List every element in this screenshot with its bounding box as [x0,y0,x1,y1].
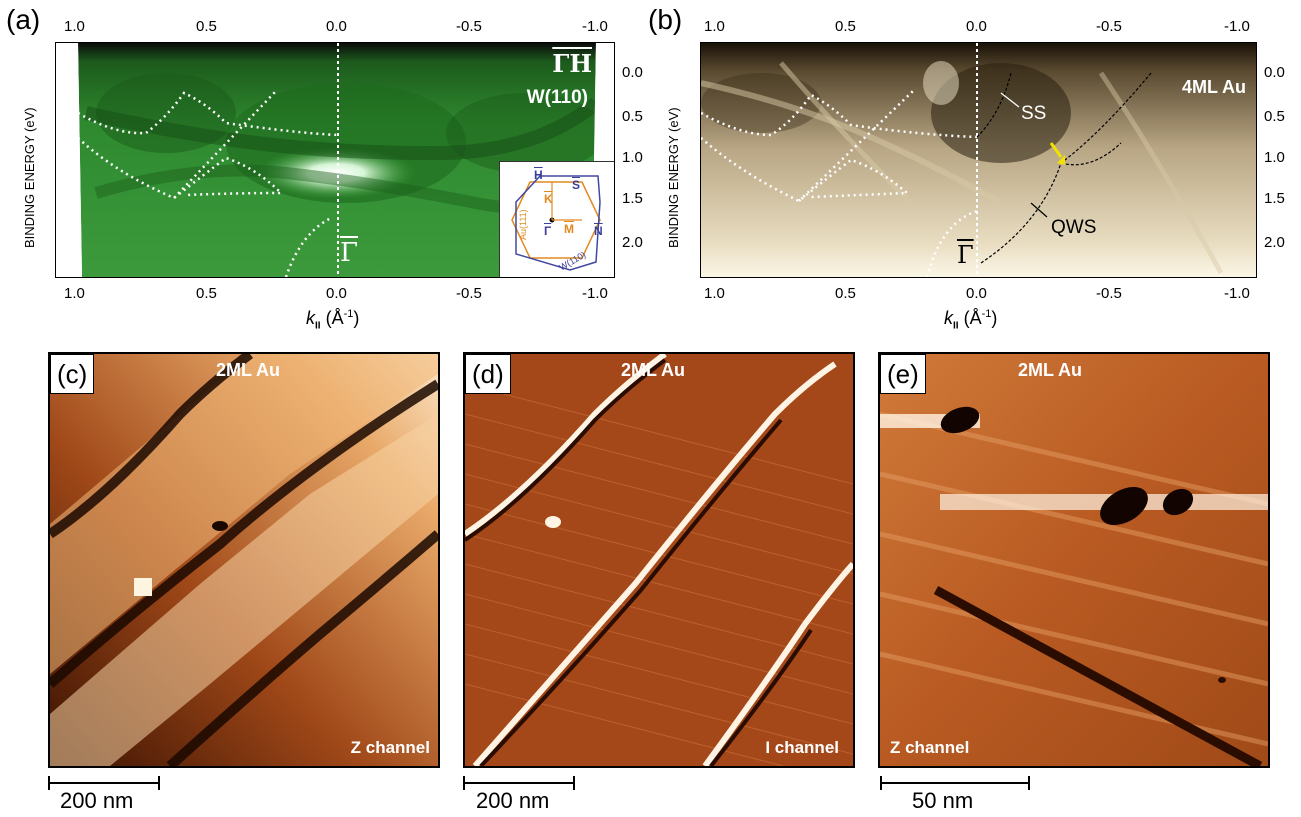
panel-e-title: 2ML Au [1018,360,1083,380]
tick-label: 0.5 [622,108,643,125]
panel-e-topography [880,354,1268,766]
tick-label: 2.0 [622,234,643,251]
panel-d-stm-image: (d) 2ML Au I channel [463,352,855,768]
tick-label: 0.0 [966,18,987,35]
tick-label: 1.0 [64,285,85,302]
panel-c-tag: (c) [50,354,95,394]
panel-b-label-qws: QWS [1051,217,1097,238]
brillouin-zone-diagram [511,175,601,271]
panel-b-ylabel: BINDING ENERGY (eV) [666,107,681,248]
panel-e-tag: (e) [880,354,926,394]
tick-label: 1.0 [1264,149,1285,166]
xlabel-sub: II [315,320,321,332]
panel-a-tag: (a) [6,4,41,35]
xlabel-unit: (Å [963,308,982,328]
panel-a-arpes-map: ΓH W(110) Γ H S K N M Γ Au(111) W(110) [55,42,615,278]
brillouin-zone-inset: H S K N M Γ Au(111) W(110) [499,161,614,277]
panel-b-arpes-map: 4ML Au SS QWS Γ [700,42,1257,278]
tick-label: 0.0 [326,18,347,35]
xlabel-unit: (Å [325,308,344,328]
inset-label-s: S [572,178,581,192]
panel-a-arpes-image [56,43,614,277]
panel-a-top-ticks: 1.0 0.5 0.0 -0.5 -1.0 [0,18,640,40]
tick-label: -0.5 [456,285,482,302]
tick-label: 0.5 [835,18,856,35]
panel-e-channel: Z channel [890,738,970,757]
tick-label: -0.5 [1096,285,1122,302]
tick-label: 1.0 [622,149,643,166]
tick-label: 0.0 [326,285,347,302]
panel-e-scale-label: 50 nm [912,788,974,813]
panel-a-gamma-label: Γ [340,238,359,268]
panel-e-scale-bar [880,776,1030,790]
panel-a-ylabel: BINDING ENERGY (eV) [22,107,37,248]
panel-c-title: 2ML Au [216,360,281,380]
inset-label-n: N [594,224,603,238]
inset-label-au: Au(111) [518,209,528,240]
tick-label: -0.5 [1096,18,1122,35]
tick-label: 0.5 [835,285,856,302]
xlabel-close: ) [991,308,998,328]
panel-c-scale-bar [48,776,160,790]
panel-b-right-ticks: 0.0 0.5 1.0 1.5 2.0 [1262,42,1301,276]
panel-d-title: 2ML Au [621,360,686,380]
tick-label: -1.0 [1224,18,1250,35]
inset-label-m: M [564,222,574,236]
tick-label: 0.0 [622,64,643,81]
tick-label: 1.5 [622,190,643,207]
inset-label-gamma: Γ [544,224,552,238]
tick-label: 0.0 [1264,64,1285,81]
xlabel-sub: II [953,320,959,332]
panel-a-bottom-ticks: 1.0 0.5 0.0 -0.5 -1.0 [0,285,640,307]
tick-label: 0.5 [196,18,217,35]
panel-d-current-map [465,354,853,766]
tick-label: 2.0 [1264,234,1285,251]
inset-label-k: K [544,192,553,206]
panel-b-tag: (b) [648,4,683,35]
panel-d-channel: I channel [765,738,839,757]
panel-a-right-ticks: 0.0 0.5 1.0 1.5 2.0 [618,42,658,276]
panel-c-channel: Z channel [350,738,430,757]
tick-label: -0.5 [456,18,482,35]
xlabel-exp: -1 [981,308,992,320]
panel-b-label-ss: SS [1021,103,1047,124]
tick-label: -1.0 [582,18,608,35]
tick-label: 1.5 [1264,190,1285,207]
panel-b-top-ticks: 1.0 0.5 0.0 -0.5 -1.0 [650,18,1300,40]
panel-b-gamma-label: Γ [957,241,974,269]
panel-d-tag: (d) [465,354,511,394]
tick-label: -1.0 [582,285,608,302]
panel-c-topography [50,354,438,766]
tick-label: 0.0 [966,285,987,302]
xlabel-k: k [306,308,315,328]
panel-b-label-material: 4ML Au [1181,77,1246,97]
panel-a-label-material: W(110) [526,87,588,108]
panel-c-scale-label: 200 nm [60,788,134,813]
xlabel-close: ) [353,308,360,328]
panel-b-bottom-ticks: 1.0 0.5 0.0 -0.5 -1.0 [650,285,1300,307]
tick-label: 1.0 [704,18,725,35]
tick-label: 0.5 [1264,108,1285,125]
inset-label-h: H [534,168,543,182]
panel-c-stm-image: (c) 2ML Au Z channel [48,352,440,768]
tick-label: -1.0 [1224,285,1250,302]
tick-label: 0.5 [196,285,217,302]
panel-a-label-gamma-h: ΓH [552,49,592,78]
panel-a-xlabel: kII (Å-1) [306,308,359,332]
tick-label: 1.0 [64,18,85,35]
panel-b-xlabel: kII (Å-1) [944,308,997,332]
panel-b-arpes-image [701,43,1256,277]
panel-d-scale-label: 200 nm [476,788,550,813]
panel-e-stm-image: (e) 2ML Au Z channel [878,352,1270,768]
tick-label: 1.0 [704,285,725,302]
panel-d-scale-bar [463,776,575,790]
xlabel-exp: -1 [343,308,354,320]
xlabel-k: k [944,308,953,328]
